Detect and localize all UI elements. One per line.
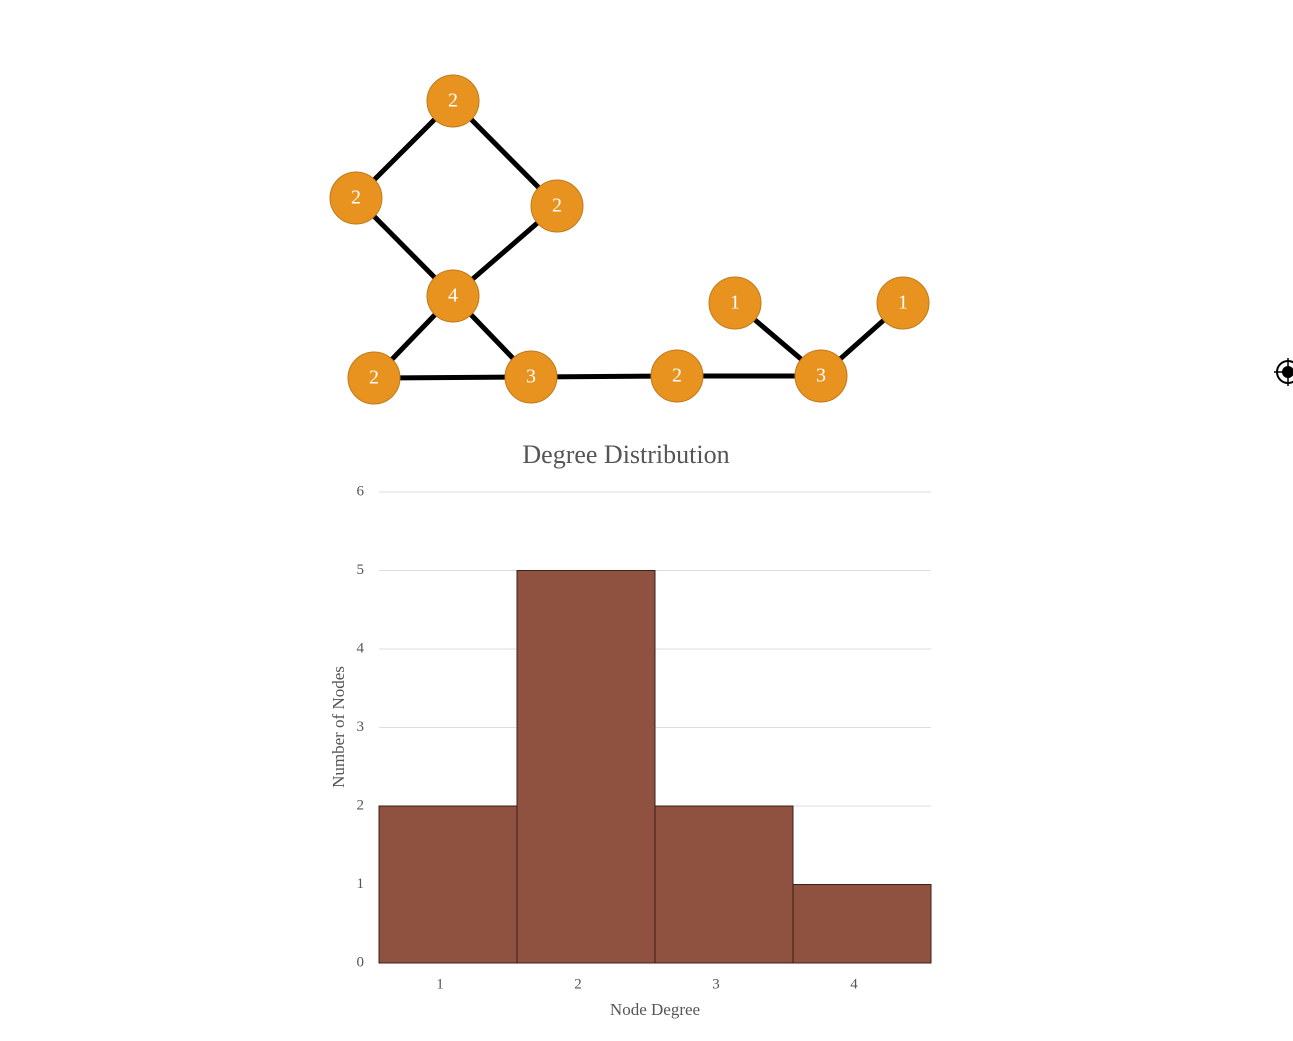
node	[530, 179, 584, 233]
node-label: 2	[552, 195, 562, 217]
node-label: 2	[351, 187, 361, 209]
y-tick-label: 1	[357, 876, 365, 892]
y-tick-label: 4	[357, 640, 365, 656]
cursor-icon	[1274, 358, 1293, 386]
node-label: 4	[448, 285, 458, 307]
x-tick-label: 3	[712, 976, 720, 992]
y-axis-label: Number of Nodes	[329, 666, 348, 788]
node	[708, 276, 762, 330]
node	[426, 269, 480, 323]
x-axis-label: Node Degree	[610, 1000, 700, 1019]
node	[794, 349, 848, 403]
node	[876, 276, 930, 330]
node-label: 1	[730, 292, 740, 314]
y-tick-label: 2	[357, 797, 365, 813]
node-label: 3	[526, 366, 536, 388]
node	[650, 349, 704, 403]
x-tick-label: 2	[574, 976, 582, 992]
y-tick-label: 6	[357, 483, 365, 499]
node-label: 2	[369, 367, 379, 389]
node-label: 2	[672, 365, 682, 387]
node	[504, 350, 558, 404]
network-graph: 2 2 2 4 2 3 2 1 3 1	[329, 74, 930, 405]
x-tick-label: 4	[850, 976, 858, 992]
node-label: 3	[816, 365, 826, 387]
bar	[792, 884, 932, 964]
y-tick-label: 3	[357, 719, 365, 735]
node-label: 2	[448, 90, 458, 112]
node	[347, 351, 401, 405]
node	[329, 171, 383, 225]
node-label: 1	[898, 292, 908, 314]
chart: Degree Distribution Node Degree Number o…	[329, 440, 932, 1019]
chart-title: Degree Distribution	[522, 440, 729, 469]
bar	[654, 805, 794, 964]
bar	[378, 805, 518, 964]
y-tick-label: 5	[357, 562, 365, 578]
node	[426, 74, 480, 128]
y-tick-label: 0	[357, 954, 365, 970]
x-tick-label: 1	[436, 976, 444, 992]
bar	[516, 570, 656, 964]
